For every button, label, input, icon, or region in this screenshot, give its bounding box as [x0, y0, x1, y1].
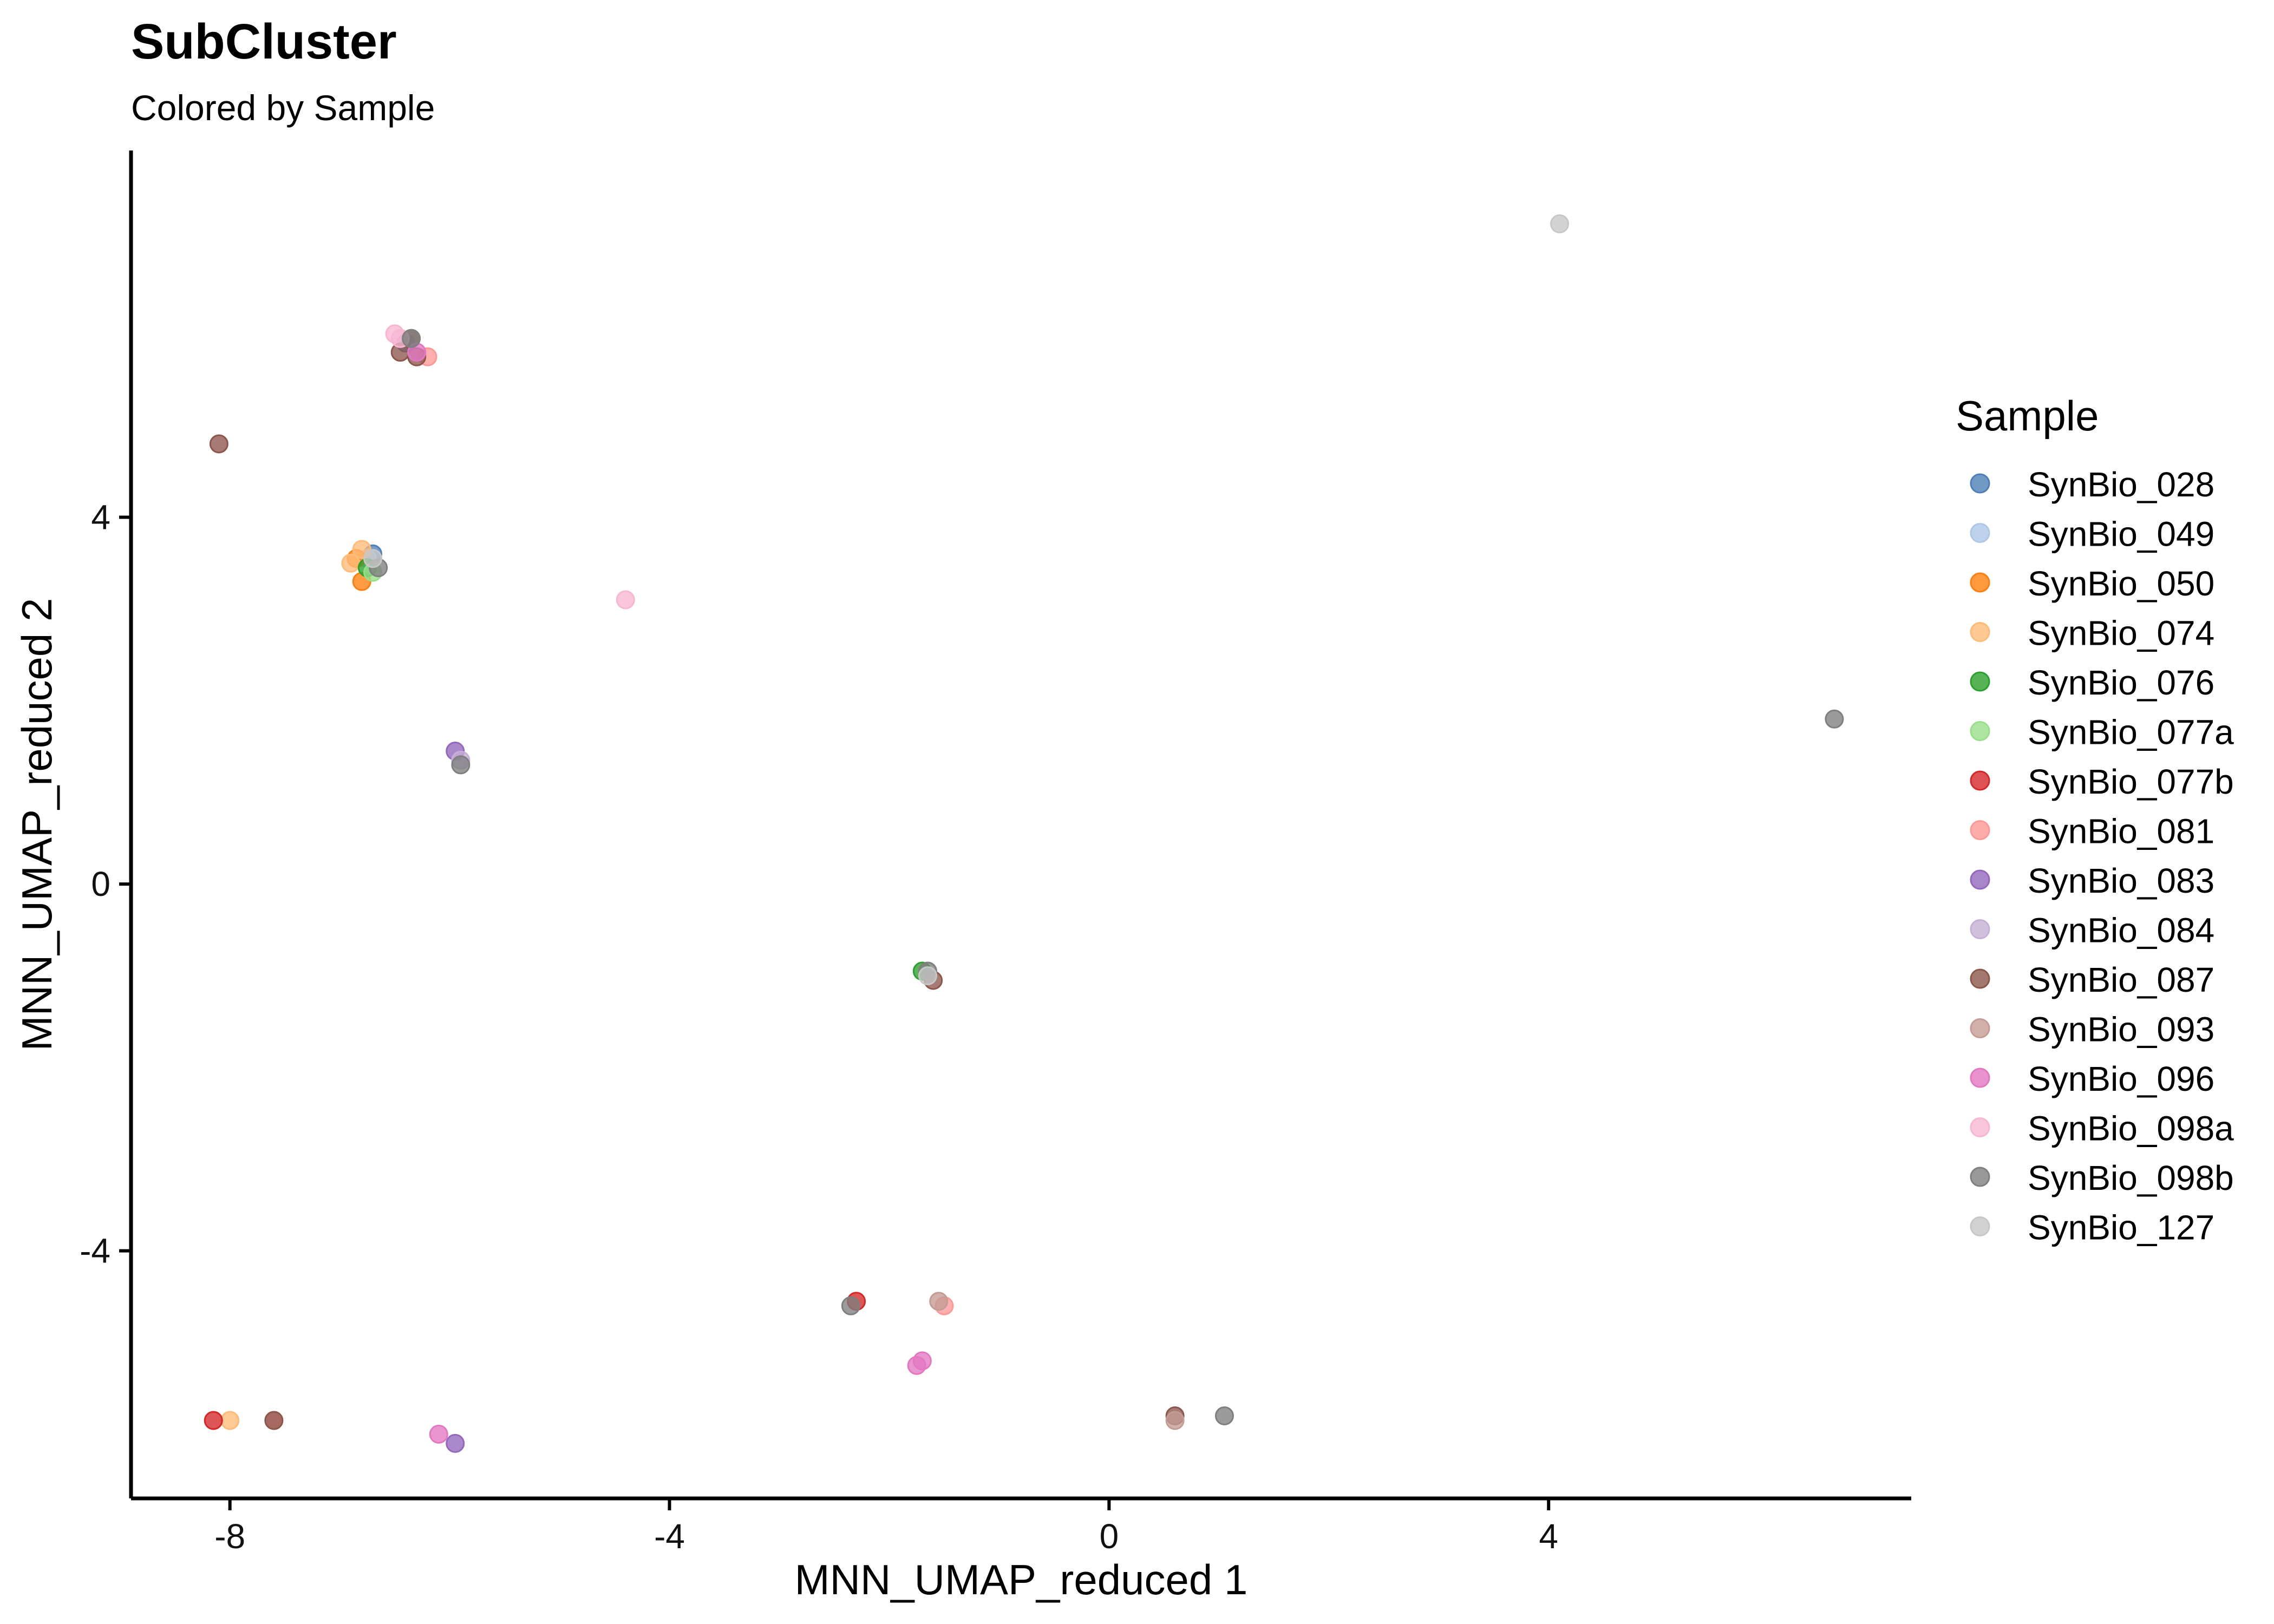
data-point: [929, 1292, 949, 1311]
y-tick-label: -4: [80, 1232, 110, 1271]
legend-marker: [1970, 820, 1990, 840]
data-point: [264, 1411, 284, 1430]
data-point: [446, 1433, 465, 1453]
legend-item: SynBio_084: [1970, 911, 2214, 950]
legend-marker: [1970, 919, 1990, 939]
legend-item: SynBio_074: [1970, 614, 2214, 653]
y-tick-label: 0: [91, 865, 110, 903]
chart-title: SubCluster: [131, 14, 397, 69]
data-point: [1165, 1411, 1185, 1430]
legend-item: SynBio_098a: [1970, 1109, 2234, 1148]
legend-item: SynBio_050: [1970, 564, 2214, 603]
legend-label: SynBio_074: [2028, 614, 2214, 653]
data-point: [363, 549, 383, 568]
data-point: [912, 1351, 932, 1371]
legend-marker: [1970, 770, 1990, 791]
legend-marker: [1970, 1216, 1990, 1236]
legend-label: SynBio_028: [2028, 465, 2214, 504]
legend-items: SynBio_028 SynBio_049 SynBio_050 SynBio_074…: [1970, 465, 2234, 1247]
legend-label: SynBio_096: [2028, 1059, 2214, 1098]
legend-marker: [1970, 523, 1990, 543]
data-point: [220, 1411, 240, 1430]
legend-label: SynBio_127: [2028, 1208, 2214, 1247]
data-point: [616, 590, 635, 610]
legend-marker: [1970, 968, 1990, 989]
legend-label: SynBio_087: [2028, 960, 2214, 999]
legend-label: SynBio_081: [2028, 812, 2214, 851]
legend-marker: [1970, 721, 1990, 741]
legend-item: SynBio_093: [1970, 1010, 2214, 1049]
data-point: [1214, 1406, 1234, 1426]
data-point: [429, 1424, 448, 1444]
y-tick-label: 4: [91, 498, 110, 537]
legend-item: SynBio_087: [1970, 960, 2214, 999]
legend-label: SynBio_093: [2028, 1010, 2214, 1049]
legend-title: Sample: [1956, 392, 2099, 440]
legend: Sample SynBio_028SynBio_049SynBio_050Syn…: [1956, 392, 2234, 1247]
x-tick-label: -8: [214, 1517, 245, 1556]
legend-item: SynBio_096: [1970, 1059, 2214, 1098]
legend-marker: [1970, 1068, 1990, 1088]
legend-item: SynBio_077a: [1970, 713, 2234, 752]
legend-item: SynBio_049: [1970, 515, 2214, 554]
data-point: [451, 755, 471, 775]
legend-marker: [1970, 1167, 1990, 1187]
legend-marker: [1970, 1117, 1990, 1137]
x-tick-label: 0: [1100, 1517, 1119, 1556]
data-point: [209, 434, 228, 454]
legend-marker: [1970, 572, 1990, 593]
x-tick-label: -4: [654, 1517, 685, 1556]
data-point: [402, 329, 421, 348]
legend-label: SynBio_050: [2028, 564, 2214, 603]
data-point: [918, 966, 937, 985]
legend-item: SynBio_076: [1970, 663, 2214, 702]
y-axis-label: MNN_UMAP_reduced 2: [13, 598, 61, 1051]
legend-label: SynBio_049: [2028, 515, 2214, 554]
legend-item: SynBio_081: [1970, 812, 2214, 851]
y-axis-ticks: -4 0 4: [80, 498, 131, 1271]
data-point: [1825, 709, 1844, 729]
data-point: [341, 553, 361, 573]
legend-marker: [1970, 671, 1990, 692]
legend-marker: [1970, 1018, 1990, 1038]
legend-marker: [1970, 622, 1990, 642]
legend-item: SynBio_083: [1970, 861, 2214, 900]
plot-area: -8 -4 0 4 -4 0 4: [80, 150, 1911, 1556]
x-axis-ticks: -8 -4 0 4: [214, 1498, 1558, 1556]
legend-label: SynBio_098b: [2028, 1158, 2234, 1197]
legend-item: SynBio_127: [1970, 1208, 2214, 1247]
legend-marker: [1970, 473, 1990, 494]
legend-marker: [1970, 869, 1990, 890]
data-point: [841, 1296, 860, 1315]
x-axis-label: MNN_UMAP_reduced 1: [795, 1556, 1248, 1603]
x-tick-label: 4: [1539, 1517, 1558, 1556]
chart-subtitle: Colored by Sample: [131, 88, 435, 128]
legend-label: SynBio_084: [2028, 911, 2214, 950]
legend-label: SynBio_077b: [2028, 762, 2234, 801]
legend-label: SynBio_077a: [2028, 713, 2234, 752]
legend-label: SynBio_076: [2028, 663, 2214, 702]
legend-label: SynBio_083: [2028, 861, 2214, 900]
data-point: [204, 1411, 223, 1430]
data-point: [1550, 214, 1570, 234]
legend-item: SynBio_098b: [1970, 1158, 2234, 1197]
legend-item: SynBio_077b: [1970, 762, 2234, 801]
legend-label: SynBio_098a: [2028, 1109, 2234, 1148]
data-points: [204, 214, 1844, 1453]
legend-item: SynBio_028: [1970, 465, 2214, 504]
